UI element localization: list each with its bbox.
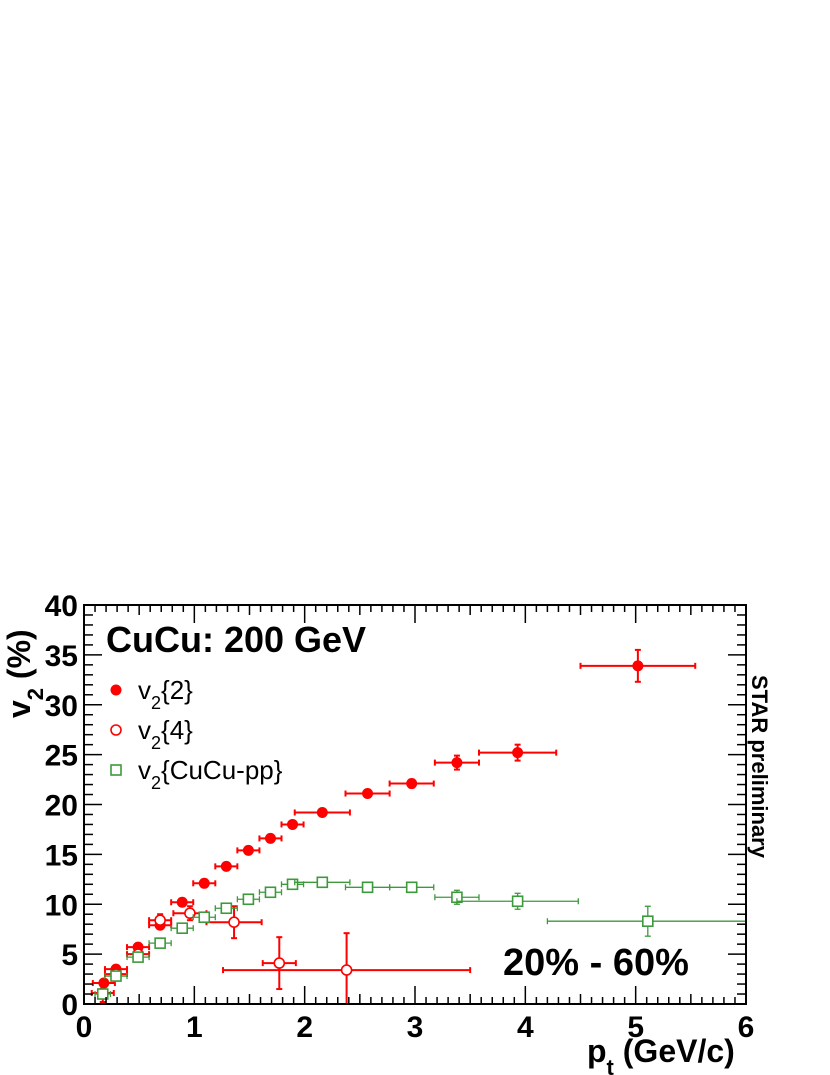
chart-marks [90,648,747,1005]
x-axis-title-main: p [587,1033,607,1069]
data-point-open-square [361,881,374,894]
legend-marker-open-circle [110,724,122,736]
data-point-filled-circle [264,832,276,844]
y-axis-title-sub: 2 [23,688,48,700]
y-axis-title: v2 (%) [1,629,48,718]
data-point-open-square [154,937,166,949]
x-axis-title: pt (GeV/c) [587,1033,735,1075]
y-axis-title-rest: (%) [1,629,37,688]
data-point-filled-circle [406,778,418,790]
y-tick-label: 30 [45,690,78,723]
x-tick-label: 0 [76,1011,93,1044]
data-point-open-square [242,893,255,906]
y-tick-label: 5 [61,939,78,972]
y-tick-label: 10 [45,889,78,922]
data-point-filled-circle [451,757,463,769]
legend-entry-v2-4: v2{4} [110,715,193,753]
x-tick-label: 1 [186,1011,203,1044]
x-tick-label: 2 [296,1011,313,1044]
x-tick-label: 4 [517,1011,534,1044]
legend-entry-v2-cucu-pp: v2{CuCu-pp} [110,755,283,793]
data-point-open-circle [273,957,286,969]
legend-marker-open-square [110,764,122,776]
y-tick-label: 20 [45,790,78,823]
data-point-open-square [511,895,524,908]
y-tick-label: 15 [45,839,78,872]
data-point-filled-circle [316,806,328,818]
data-point-open-square [286,878,299,891]
data-point-open-square [132,951,144,963]
data-point-filled-circle [362,788,374,800]
x-axis-title-rest: (GeV/c) [614,1033,735,1069]
data-point-open-square [198,911,211,924]
x-tick-label: 5 [627,1011,644,1044]
data-point-filled-circle [242,844,254,856]
data-point-filled-circle [287,818,299,830]
y-tick-label: 40 [45,590,78,623]
data-point-open-circle [184,907,196,920]
data-point-open-square [176,922,188,934]
data-point-open-square [110,970,122,982]
legend-entry-v2-2: v2{2} [110,675,193,713]
legend-label-v2-2: v2{2} [138,675,193,713]
data-point-open-square [316,876,329,889]
data-point-open-circle [340,964,353,976]
data-point-open-square [220,902,233,915]
data-point-open-circle [228,916,240,929]
legend-label-v2-cucu-pp: v2{CuCu-pp} [138,755,283,793]
data-point-open-square [405,881,418,894]
y-tick-label: 0 [61,989,78,1022]
data-point-open-square [96,988,109,1000]
data-point-open-square [642,915,654,928]
chart-title: CuCu: 200 GeV [106,619,366,660]
x-tick-label: 3 [407,1011,424,1044]
data-point-filled-circle [632,660,644,672]
y-tick-label: 25 [45,740,78,773]
y-axis-title-main: v [1,700,37,718]
y-tick-label: 35 [45,640,78,673]
data-point-filled-circle [512,747,524,759]
data-point-filled-circle [176,896,188,908]
data-point-open-square [264,886,277,899]
data-point-open-circle [154,914,166,927]
data-point-filled-circle [220,860,232,872]
legend-label-v2-4: v2{4} [138,715,193,753]
legend-marker-filled-circle [110,684,122,696]
series-2 [94,876,747,1000]
centrality-annotation: 20% - 60% [503,942,689,984]
data-point-filled-circle [198,877,210,889]
star-preliminary-annotation: STAR preliminary [747,675,772,859]
legend: v2{2} v2{4} v2{CuCu-pp} [110,675,283,793]
x-tick-label: 6 [738,1011,755,1044]
axis-ticks: 0 1 2 3 4 5 6 0 5 10 15 20 25 30 35 40 [45,590,755,1044]
x-axis-title-sub: t [607,1055,615,1075]
